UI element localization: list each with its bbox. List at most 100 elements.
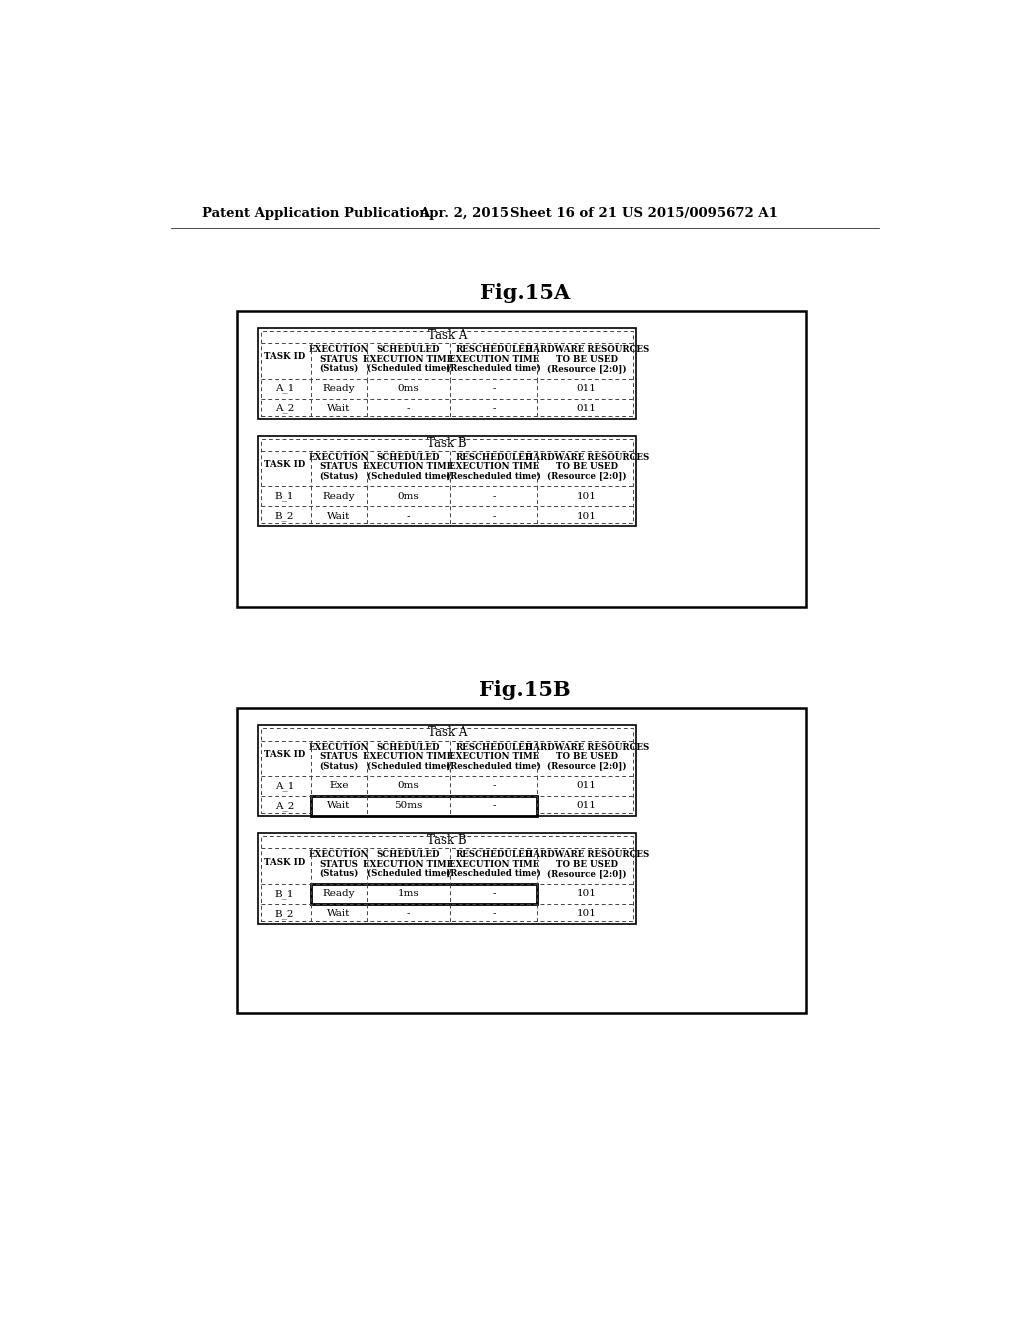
Text: -: - [407, 512, 411, 521]
Text: -: - [493, 404, 496, 413]
Text: -: - [407, 909, 411, 919]
Text: HARDWARE RESOURCES: HARDWARE RESOURCES [524, 453, 649, 462]
Text: Wait: Wait [327, 404, 350, 413]
Text: Task B: Task B [427, 437, 467, 450]
Text: (Resource [2:0]): (Resource [2:0]) [547, 364, 627, 372]
Text: US 2015/0095672 A1: US 2015/0095672 A1 [623, 207, 778, 220]
Text: Task A: Task A [428, 329, 467, 342]
Text: -: - [493, 890, 496, 898]
Text: (Resource [2:0]): (Resource [2:0]) [547, 471, 627, 480]
Text: -: - [493, 781, 496, 791]
Text: Task B: Task B [427, 834, 467, 847]
Text: RESCHEDULED: RESCHEDULED [456, 850, 532, 859]
Text: 0ms: 0ms [397, 781, 420, 791]
Text: (Rescheduled time): (Rescheduled time) [446, 869, 542, 878]
Bar [311, 796, 538, 816]
Text: Ready: Ready [323, 890, 355, 898]
Text: Wait: Wait [327, 909, 350, 919]
Text: EXECUTION TIME: EXECUTION TIME [364, 752, 454, 760]
Text: Exe: Exe [329, 781, 348, 791]
Text: (Rescheduled time): (Rescheduled time) [446, 762, 542, 770]
Text: TO BE USED: TO BE USED [556, 462, 617, 471]
Text: Wait: Wait [327, 512, 350, 521]
Text: SCHEDULED: SCHEDULED [377, 346, 440, 354]
Text: Ready: Ready [323, 384, 355, 393]
Text: EXECUTION TIME: EXECUTION TIME [449, 752, 539, 760]
Text: (Scheduled time): (Scheduled time) [367, 762, 451, 770]
Text: SCHEDULED: SCHEDULED [377, 743, 440, 751]
Text: (Status): (Status) [319, 364, 358, 372]
Text: -: - [493, 384, 496, 393]
Bar [237, 708, 806, 1014]
Text: A_1: A_1 [274, 781, 294, 791]
Text: Sheet 16 of 21: Sheet 16 of 21 [510, 207, 617, 220]
Text: B_1: B_1 [274, 491, 294, 502]
Text: Fig.15B: Fig.15B [479, 680, 570, 700]
Text: HARDWARE RESOURCES: HARDWARE RESOURCES [524, 850, 649, 859]
Text: EXECUTION TIME: EXECUTION TIME [449, 462, 539, 471]
Text: RESCHEDULED: RESCHEDULED [456, 346, 532, 354]
Bar [261, 331, 633, 416]
Text: A_2: A_2 [274, 801, 294, 810]
Text: Apr. 2, 2015: Apr. 2, 2015 [419, 207, 509, 220]
Text: (Scheduled time): (Scheduled time) [367, 364, 451, 372]
Text: EXECUTION TIME: EXECUTION TIME [364, 355, 454, 363]
Text: Ready: Ready [323, 492, 355, 500]
Text: (Status): (Status) [319, 762, 358, 770]
Text: 1ms: 1ms [397, 890, 420, 898]
Text: 0ms: 0ms [397, 384, 420, 393]
Bar [311, 884, 538, 904]
Text: 101: 101 [577, 890, 597, 898]
Text: EXECUTION TIME: EXECUTION TIME [449, 859, 539, 869]
Text: (Status): (Status) [319, 471, 358, 480]
Text: 011: 011 [577, 404, 597, 413]
Text: B_2: B_2 [274, 512, 294, 521]
Text: 50ms: 50ms [394, 801, 423, 810]
Text: TO BE USED: TO BE USED [556, 859, 617, 869]
Text: SCHEDULED: SCHEDULED [377, 453, 440, 462]
Bar [258, 436, 636, 527]
Text: A_1: A_1 [274, 384, 294, 393]
Text: -: - [407, 404, 411, 413]
Text: (Status): (Status) [319, 869, 358, 878]
Text: 011: 011 [577, 384, 597, 393]
Text: B_2: B_2 [274, 909, 294, 919]
Text: STATUS: STATUS [319, 462, 358, 471]
Text: SCHEDULED: SCHEDULED [377, 850, 440, 859]
Text: 101: 101 [577, 492, 597, 500]
Text: RESCHEDULED: RESCHEDULED [456, 743, 532, 751]
Text: A_2: A_2 [274, 404, 294, 413]
Text: -: - [493, 909, 496, 919]
Text: EXECUTION TIME: EXECUTION TIME [364, 859, 454, 869]
Text: TASK ID: TASK ID [264, 750, 305, 759]
Text: EXECUTION TIME: EXECUTION TIME [449, 355, 539, 363]
Bar [258, 833, 636, 924]
Text: EXECUTION: EXECUTION [308, 850, 369, 859]
Text: EXECUTION: EXECUTION [308, 743, 369, 751]
Text: STATUS: STATUS [319, 355, 358, 363]
Text: B_1: B_1 [274, 888, 294, 899]
Text: (Resource [2:0]): (Resource [2:0]) [547, 762, 627, 770]
Text: -: - [493, 492, 496, 500]
Text: EXECUTION: EXECUTION [308, 346, 369, 354]
Text: Patent Application Publication: Patent Application Publication [202, 207, 428, 220]
Text: STATUS: STATUS [319, 859, 358, 869]
Text: (Resource [2:0]): (Resource [2:0]) [547, 869, 627, 878]
Text: 011: 011 [577, 781, 597, 791]
Text: -: - [493, 512, 496, 521]
Text: TO BE USED: TO BE USED [556, 355, 617, 363]
Text: -: - [493, 801, 496, 810]
Text: TO BE USED: TO BE USED [556, 752, 617, 760]
Text: (Rescheduled time): (Rescheduled time) [446, 364, 542, 372]
Text: (Scheduled time): (Scheduled time) [367, 869, 451, 878]
Text: EXECUTION TIME: EXECUTION TIME [364, 462, 454, 471]
Text: TASK ID: TASK ID [264, 352, 305, 362]
Text: (Rescheduled time): (Rescheduled time) [446, 471, 542, 480]
Bar [261, 729, 633, 813]
Text: (Scheduled time): (Scheduled time) [367, 471, 451, 480]
Bar [237, 312, 806, 607]
Text: Fig.15A: Fig.15A [479, 284, 570, 304]
Bar [258, 725, 636, 816]
Text: STATUS: STATUS [319, 752, 358, 760]
Text: 101: 101 [577, 909, 597, 919]
